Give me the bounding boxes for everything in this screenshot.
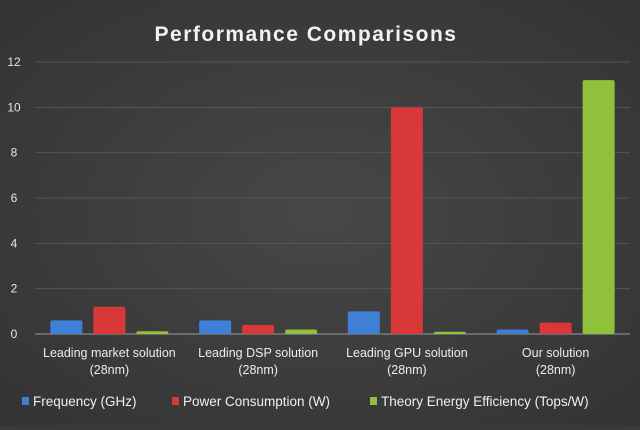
y-tick-label: 12 [7,55,21,69]
bar [136,331,169,334]
x-tick-label: Leading DSP solution [198,346,318,360]
bar [50,320,83,334]
chart-title: Performance Comparisons [155,23,458,46]
legend-swatch [22,397,29,405]
x-tick-label: (28nm) [536,363,576,377]
y-tick-label: 2 [11,282,18,296]
bar [93,306,126,334]
y-tick-label: 6 [11,191,18,205]
bar [285,329,318,334]
legend-swatch [370,397,377,405]
bar [390,107,423,334]
x-tick-label: Leading GPU solution [346,346,468,360]
y-tick-label: 4 [11,236,18,250]
y-tick-label: 10 [7,100,21,114]
x-tick-label: Leading market solution [43,346,176,360]
bar [347,311,380,334]
x-tick-label: (28nm) [90,363,130,377]
bar [496,329,529,334]
bar [539,322,572,334]
legend-label: Frequency (GHz) [33,394,137,409]
legend-swatch [172,397,179,405]
x-tick-label: (28nm) [238,363,278,377]
bar [199,320,232,334]
y-tick-label: 8 [11,146,18,160]
bar [242,324,275,334]
x-tick-label: (28nm) [387,363,427,377]
bar [582,80,615,334]
legend-label: Power Consumption (W) [183,394,330,409]
y-tick-label: 0 [11,327,18,341]
legend-label: Theory Energy Efficiency (Tops/W) [381,394,589,409]
bar [433,331,466,334]
x-tick-label: Our solution [522,346,589,360]
